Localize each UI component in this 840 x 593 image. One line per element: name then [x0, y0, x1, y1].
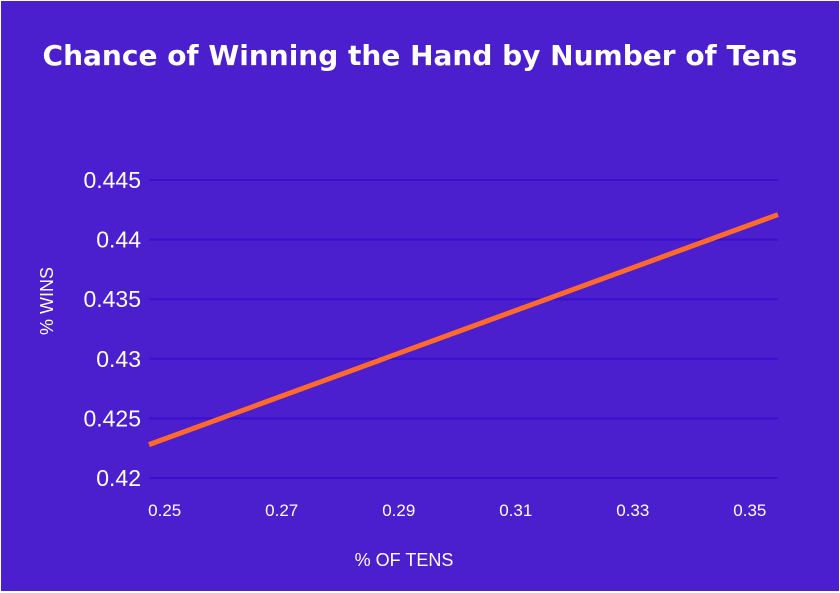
x-tick-label: 0.31: [499, 501, 532, 520]
y-tick-label: 0.445: [83, 167, 141, 193]
x-axis-label: % OF TENS: [355, 550, 454, 570]
x-tick-label: 0.33: [616, 501, 649, 520]
y-tick-label: 0.44: [96, 227, 141, 253]
y-tick-label: 0.425: [83, 405, 141, 431]
grid-lines: [149, 179, 778, 479]
y-tick-label: 0.43: [96, 346, 141, 372]
x-tick-label: 0.35: [733, 501, 766, 520]
x-tick-label: 0.25: [148, 501, 181, 520]
chart-title: Chance of Winning the Hand by Number of …: [42, 39, 798, 72]
x-tick-label: 0.29: [382, 501, 415, 520]
y-tick-label: 0.42: [96, 465, 141, 491]
y-axis-label: % WINS: [37, 267, 57, 335]
series-line: [148, 212, 779, 447]
series-lines: [148, 212, 779, 447]
y-tick-label: 0.435: [83, 286, 141, 312]
x-tick-label: 0.27: [265, 501, 298, 520]
x-tick-labels: 0.25 0.27 0.29 0.31 0.33 0.35: [148, 501, 766, 520]
y-tick-labels: 0.42 0.425 0.43 0.435 0.44 0.445: [83, 167, 141, 491]
